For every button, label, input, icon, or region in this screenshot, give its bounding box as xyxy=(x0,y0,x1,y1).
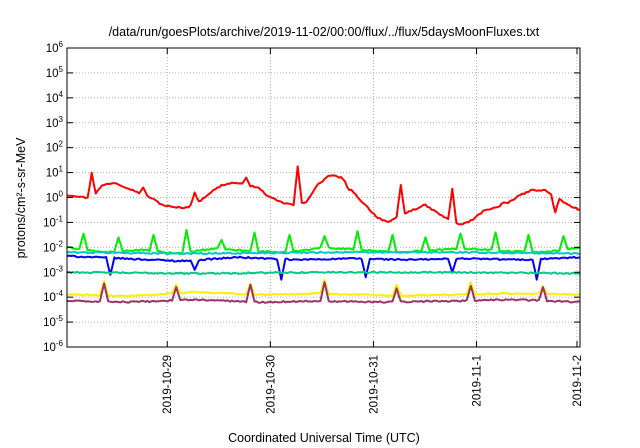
x-tick-label: 2019-10-30 xyxy=(265,355,277,414)
y-tick-label: 105 xyxy=(46,65,64,80)
y-tick-label: 10-4 xyxy=(43,289,63,304)
y-tick-label: 106 xyxy=(46,40,64,55)
y-axis-label: protons/cm²-s-sr-MeV xyxy=(14,137,28,259)
y-tick-label: 10-6 xyxy=(43,339,63,354)
y-tick-label: 10-5 xyxy=(43,314,63,329)
x-tick-label: 2019-11-2 xyxy=(572,355,584,407)
y-tick-label: 101 xyxy=(46,165,64,180)
y-tick-label: 103 xyxy=(46,115,64,130)
series-line-2 xyxy=(66,228,581,255)
series-group xyxy=(66,165,581,304)
y-tick-label: 10-3 xyxy=(43,264,63,279)
y-tick-label: 102 xyxy=(46,140,64,155)
series-line-1 xyxy=(66,165,581,226)
series-line-4 xyxy=(66,250,581,256)
x-tick-label: 2019-10-29 xyxy=(162,355,174,414)
x-tick-label: 2019-10-31 xyxy=(368,355,380,414)
chart-title: /data/run/goesPlots/archive/2019-11-02/0… xyxy=(109,25,540,39)
series-line-3 xyxy=(66,254,581,281)
x-axis-label: Coordinated Universal Time (UTC) xyxy=(228,431,420,445)
y-tick-label: 104 xyxy=(46,90,64,105)
y-tick-label: 10-1 xyxy=(43,214,63,229)
series-line-7 xyxy=(66,281,581,304)
x-axis: 2019-10-29 2019-10-30 2019-10-31 2019-11-1 2… xyxy=(162,48,584,414)
y-tick-label: 100 xyxy=(46,190,64,205)
series-line-5 xyxy=(66,270,581,276)
y-tick-label: 10-2 xyxy=(43,239,63,254)
x-tick-label: 2019-11-1 xyxy=(472,355,484,407)
